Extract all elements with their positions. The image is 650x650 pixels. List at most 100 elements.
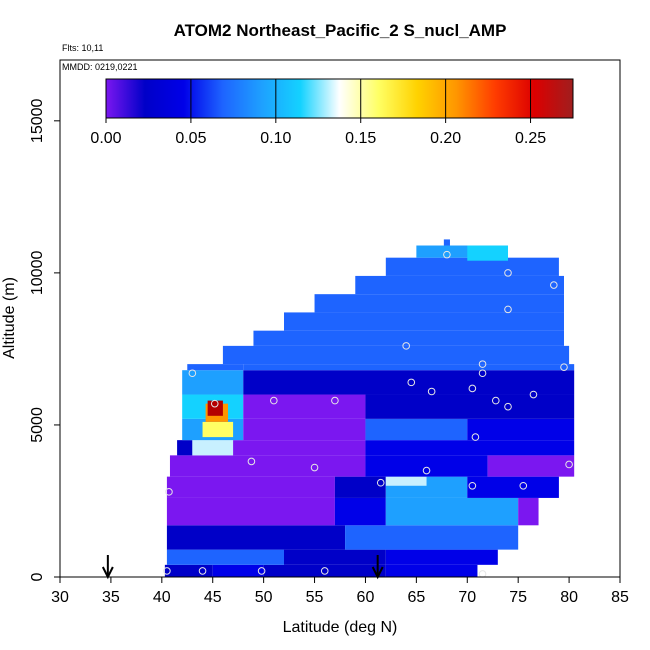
- x-tick-label: 70: [458, 589, 476, 606]
- sample-point: [310, 463, 319, 472]
- x-tick-label: 75: [509, 589, 527, 606]
- heatmap-cell: [385, 257, 559, 276]
- sample-point: [402, 342, 410, 350]
- heatmap-cell: [467, 476, 559, 498]
- sample-point: [478, 360, 487, 368]
- colorbar-tick-label: 0.25: [515, 130, 546, 147]
- plot-frame: [59, 59, 621, 578]
- sample-point: [478, 369, 487, 378]
- sample-point: [188, 369, 197, 378]
- y-tick-label: 15000: [29, 98, 46, 143]
- y-tick-label: 10000: [29, 251, 46, 296]
- heatmap-cell: [284, 312, 564, 331]
- y-tick-label: 5000: [29, 407, 46, 443]
- heatmap-cell: [166, 549, 284, 565]
- sample-point: [560, 363, 568, 371]
- flight-arrow: [101, 555, 114, 580]
- flights-annotation: Flts: 10,11: [62, 43, 103, 53]
- heatmap-cell: [334, 476, 386, 498]
- sample-point: [468, 384, 477, 393]
- sample-point: [468, 481, 477, 490]
- sample-point: [443, 250, 451, 259]
- heatmap-cell: [243, 364, 575, 371]
- x-tick-label: 80: [560, 589, 578, 606]
- heatmap-cell: [192, 440, 234, 456]
- sample-point: [270, 396, 278, 405]
- heatmap-cell: [385, 564, 478, 577]
- colorbar: 0.00 0.05 0.10 0.15 0.20 0.25: [90, 78, 574, 147]
- heatmap-cell: [207, 400, 223, 416]
- sample-point: [478, 570, 487, 578]
- y-axis-ticks: 0 5000 10000 15000: [29, 98, 60, 581]
- heatmap-cell: [518, 497, 539, 526]
- sample-point: [198, 567, 207, 575]
- heatmap-cell: [365, 418, 468, 441]
- sample-point: [320, 567, 329, 575]
- x-tick-label: 35: [102, 589, 120, 606]
- sample-point: [529, 390, 538, 399]
- heatmap-cell: [284, 549, 386, 565]
- heatmap-cell: [385, 497, 519, 526]
- heatmap-cell: [345, 525, 519, 550]
- heatmap-cell: [487, 455, 575, 477]
- sample-point: [504, 305, 512, 314]
- heatmap-cell: [202, 421, 234, 438]
- colorbar-tick-label: 0.10: [260, 130, 291, 147]
- heatmap-cell: [284, 525, 346, 550]
- heatmap-cell: [233, 440, 366, 456]
- sample-point: [376, 478, 385, 487]
- sample-point: [519, 481, 528, 490]
- heatmap-cells: [164, 239, 575, 577]
- sample-point: [331, 396, 339, 405]
- y-axis-label: Altitude (m): [1, 277, 18, 359]
- heatmap-cell: [182, 370, 244, 395]
- heatmap-cell: [243, 418, 366, 441]
- chart-title: ATOM2 Northeast_Pacific_2 S_nucl_AMP: [174, 21, 507, 40]
- sample-point: [407, 378, 416, 387]
- x-axis-ticks: 30 35 40 45 50 55 60 65 70 75 80 85: [51, 577, 629, 606]
- heatmap-cell: [314, 294, 564, 313]
- heatmap-cell: [212, 564, 264, 577]
- heatmap-cell: [443, 239, 450, 246]
- colorbar-tick-label: 0.15: [345, 130, 376, 147]
- heatmap-cell: [385, 549, 498, 565]
- heatmap-cell: [365, 440, 575, 456]
- heatmap-cell: [222, 345, 570, 365]
- heatmap-cell: [355, 275, 564, 295]
- x-tick-label: 50: [255, 589, 273, 606]
- heatmap-cell: [263, 564, 386, 577]
- sample-point: [504, 402, 512, 411]
- x-tick-label: 85: [611, 589, 629, 606]
- heatmap-cell: [187, 364, 244, 371]
- heatmap-cell: [166, 525, 284, 550]
- heatmap-cell: [467, 245, 508, 261]
- sample-point: [427, 387, 436, 396]
- x-tick-label: 65: [407, 589, 425, 606]
- heatmap-cell: [365, 455, 488, 477]
- sample-point: [257, 567, 266, 575]
- sample-point: [422, 466, 431, 475]
- sample-point: [210, 399, 219, 408]
- colorbar-tick-label: 0.20: [430, 130, 461, 147]
- x-tick-label: 55: [306, 589, 324, 606]
- sample-point: [504, 269, 512, 277]
- heatmap-cell: [243, 394, 366, 419]
- x-tick-label: 40: [153, 589, 171, 606]
- x-axis-label: Latitude (deg N): [283, 619, 398, 636]
- heatmap-cell: [467, 418, 575, 441]
- colorbar-bar: [105, 78, 574, 119]
- heatmap-cell: [365, 394, 575, 419]
- x-tick-label: 60: [357, 589, 375, 606]
- heatmap-cell: [334, 497, 386, 526]
- dates-annotation: MMDD: 0219,0221: [62, 62, 138, 72]
- heatmap-cell: [166, 497, 335, 526]
- sample-point: [163, 567, 171, 575]
- x-tick-label: 30: [51, 589, 69, 606]
- heatmap-cell: [169, 455, 366, 477]
- sample-point: [550, 281, 558, 289]
- colorbar-tick-label: 0.00: [90, 130, 121, 147]
- sample-point: [565, 460, 573, 469]
- y-tick-label: 0: [29, 572, 46, 581]
- sample-point: [491, 396, 500, 405]
